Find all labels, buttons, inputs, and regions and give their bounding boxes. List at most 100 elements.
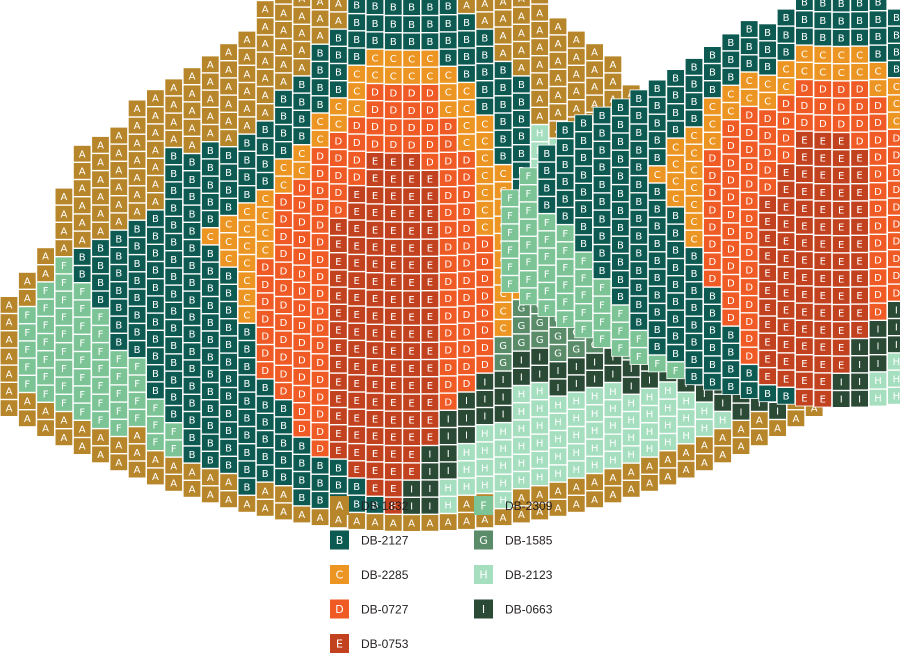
bead-cell: E xyxy=(402,170,421,188)
bead-cell: A xyxy=(146,106,165,125)
bead-cell: E xyxy=(347,271,366,289)
bead-cell: C xyxy=(219,215,238,233)
bead-letter: D xyxy=(764,165,772,176)
bead-letter: E xyxy=(408,347,414,358)
bead-swatch xyxy=(54,428,74,447)
bead-letter: H xyxy=(518,476,526,487)
bead-letter: F xyxy=(43,303,49,314)
bead-cell: C xyxy=(703,115,722,133)
bead-cell: C xyxy=(347,99,366,117)
bead-swatch xyxy=(109,161,129,179)
bead-letter: A xyxy=(555,108,562,119)
bead-letter: B xyxy=(691,355,698,366)
bead-letter: F xyxy=(507,245,513,256)
bead-letter: D xyxy=(353,173,361,184)
bead-letter: A xyxy=(463,517,470,528)
bead-swatch xyxy=(73,316,92,335)
bead-letter: A xyxy=(536,43,543,54)
bead-letter: B xyxy=(654,101,661,112)
bead-swatch xyxy=(73,144,92,163)
bead-cell: F xyxy=(574,286,593,304)
bead-letter: E xyxy=(335,223,341,234)
bead-letter: I xyxy=(483,377,486,388)
bead-letter: A xyxy=(536,94,543,105)
bead-letter: D xyxy=(782,151,790,162)
bead-cell: H xyxy=(493,456,513,475)
bead-cell: B xyxy=(164,284,183,303)
bead-letter: H xyxy=(591,461,599,472)
bead-letter: A xyxy=(225,99,232,110)
bead-swatch xyxy=(255,103,275,122)
bead-cell: F xyxy=(519,167,538,185)
bead-letter: E xyxy=(427,312,433,323)
bead-cell: B xyxy=(237,477,257,496)
bead-cell: C xyxy=(219,249,238,268)
bead-swatch xyxy=(146,209,165,228)
bead-letter: E xyxy=(372,415,378,426)
bead-letter: B xyxy=(672,280,679,291)
bead-letter: B xyxy=(298,115,305,126)
bead-letter: B xyxy=(225,289,232,300)
bead-cell: B xyxy=(592,124,612,142)
bead-letter: H xyxy=(554,418,562,429)
bead-letter: B xyxy=(79,270,86,281)
bead-letter: B xyxy=(225,168,232,179)
bead-cell: D xyxy=(438,134,458,153)
bead-letter: F xyxy=(61,313,67,324)
bead-letter: E xyxy=(390,364,396,375)
bead-swatch xyxy=(255,327,275,345)
bead-swatch xyxy=(54,394,74,412)
bead-cell: D xyxy=(420,118,440,137)
bead-letter: A xyxy=(298,11,305,22)
bead-letter: F xyxy=(544,269,550,280)
bead-letter: D xyxy=(316,324,324,335)
bead-letter: A xyxy=(134,104,141,115)
bead-letter: D xyxy=(893,288,900,299)
bead-swatch xyxy=(127,202,147,221)
bead-cell: H xyxy=(530,399,549,418)
bead-letter: F xyxy=(61,295,67,306)
bead-letter: H xyxy=(682,414,690,425)
bead-swatch xyxy=(0,313,19,331)
bead-letter: B xyxy=(243,345,250,356)
bead-letter: A xyxy=(317,14,324,25)
bead-cell: B xyxy=(201,451,220,469)
bead-letter: B xyxy=(654,342,661,353)
bead-cell: A xyxy=(146,158,165,176)
bead-swatch xyxy=(109,367,129,386)
bead-letter: E xyxy=(783,237,789,248)
bead-cell: C xyxy=(384,67,403,85)
bead-cell: B xyxy=(850,0,869,12)
bead-letter: E xyxy=(354,465,360,476)
bead-letter: B xyxy=(856,0,863,10)
bead-cell: F xyxy=(18,375,37,393)
bead-letter: B xyxy=(243,465,250,476)
bead-cell: D xyxy=(310,388,330,406)
bead-cell: B xyxy=(556,190,575,208)
bead-cell: B xyxy=(457,13,476,31)
bead-swatch xyxy=(146,192,165,211)
bead-swatch xyxy=(237,495,257,513)
bead-cell: A xyxy=(274,502,293,521)
bead-swatch xyxy=(255,413,275,431)
bead-cell: A xyxy=(310,26,330,45)
bead-letter: D xyxy=(837,102,845,113)
bead-letter: A xyxy=(207,490,214,501)
bead-cell: B xyxy=(887,8,900,27)
bead-cell: F xyxy=(73,334,92,352)
bead-swatch xyxy=(73,179,92,197)
bead-letter: D xyxy=(819,102,827,113)
bead-cell: F xyxy=(73,385,92,404)
bead-cell: D xyxy=(758,178,777,196)
bead-swatch xyxy=(146,381,165,400)
bead-cell: I xyxy=(548,361,568,380)
bead-cell: A xyxy=(567,48,586,66)
bead-letter: D xyxy=(893,168,900,179)
bead-letter: B xyxy=(408,20,415,31)
bead-swatch xyxy=(54,342,74,361)
bead-swatch xyxy=(127,426,147,444)
bead-letter: B xyxy=(654,136,661,147)
